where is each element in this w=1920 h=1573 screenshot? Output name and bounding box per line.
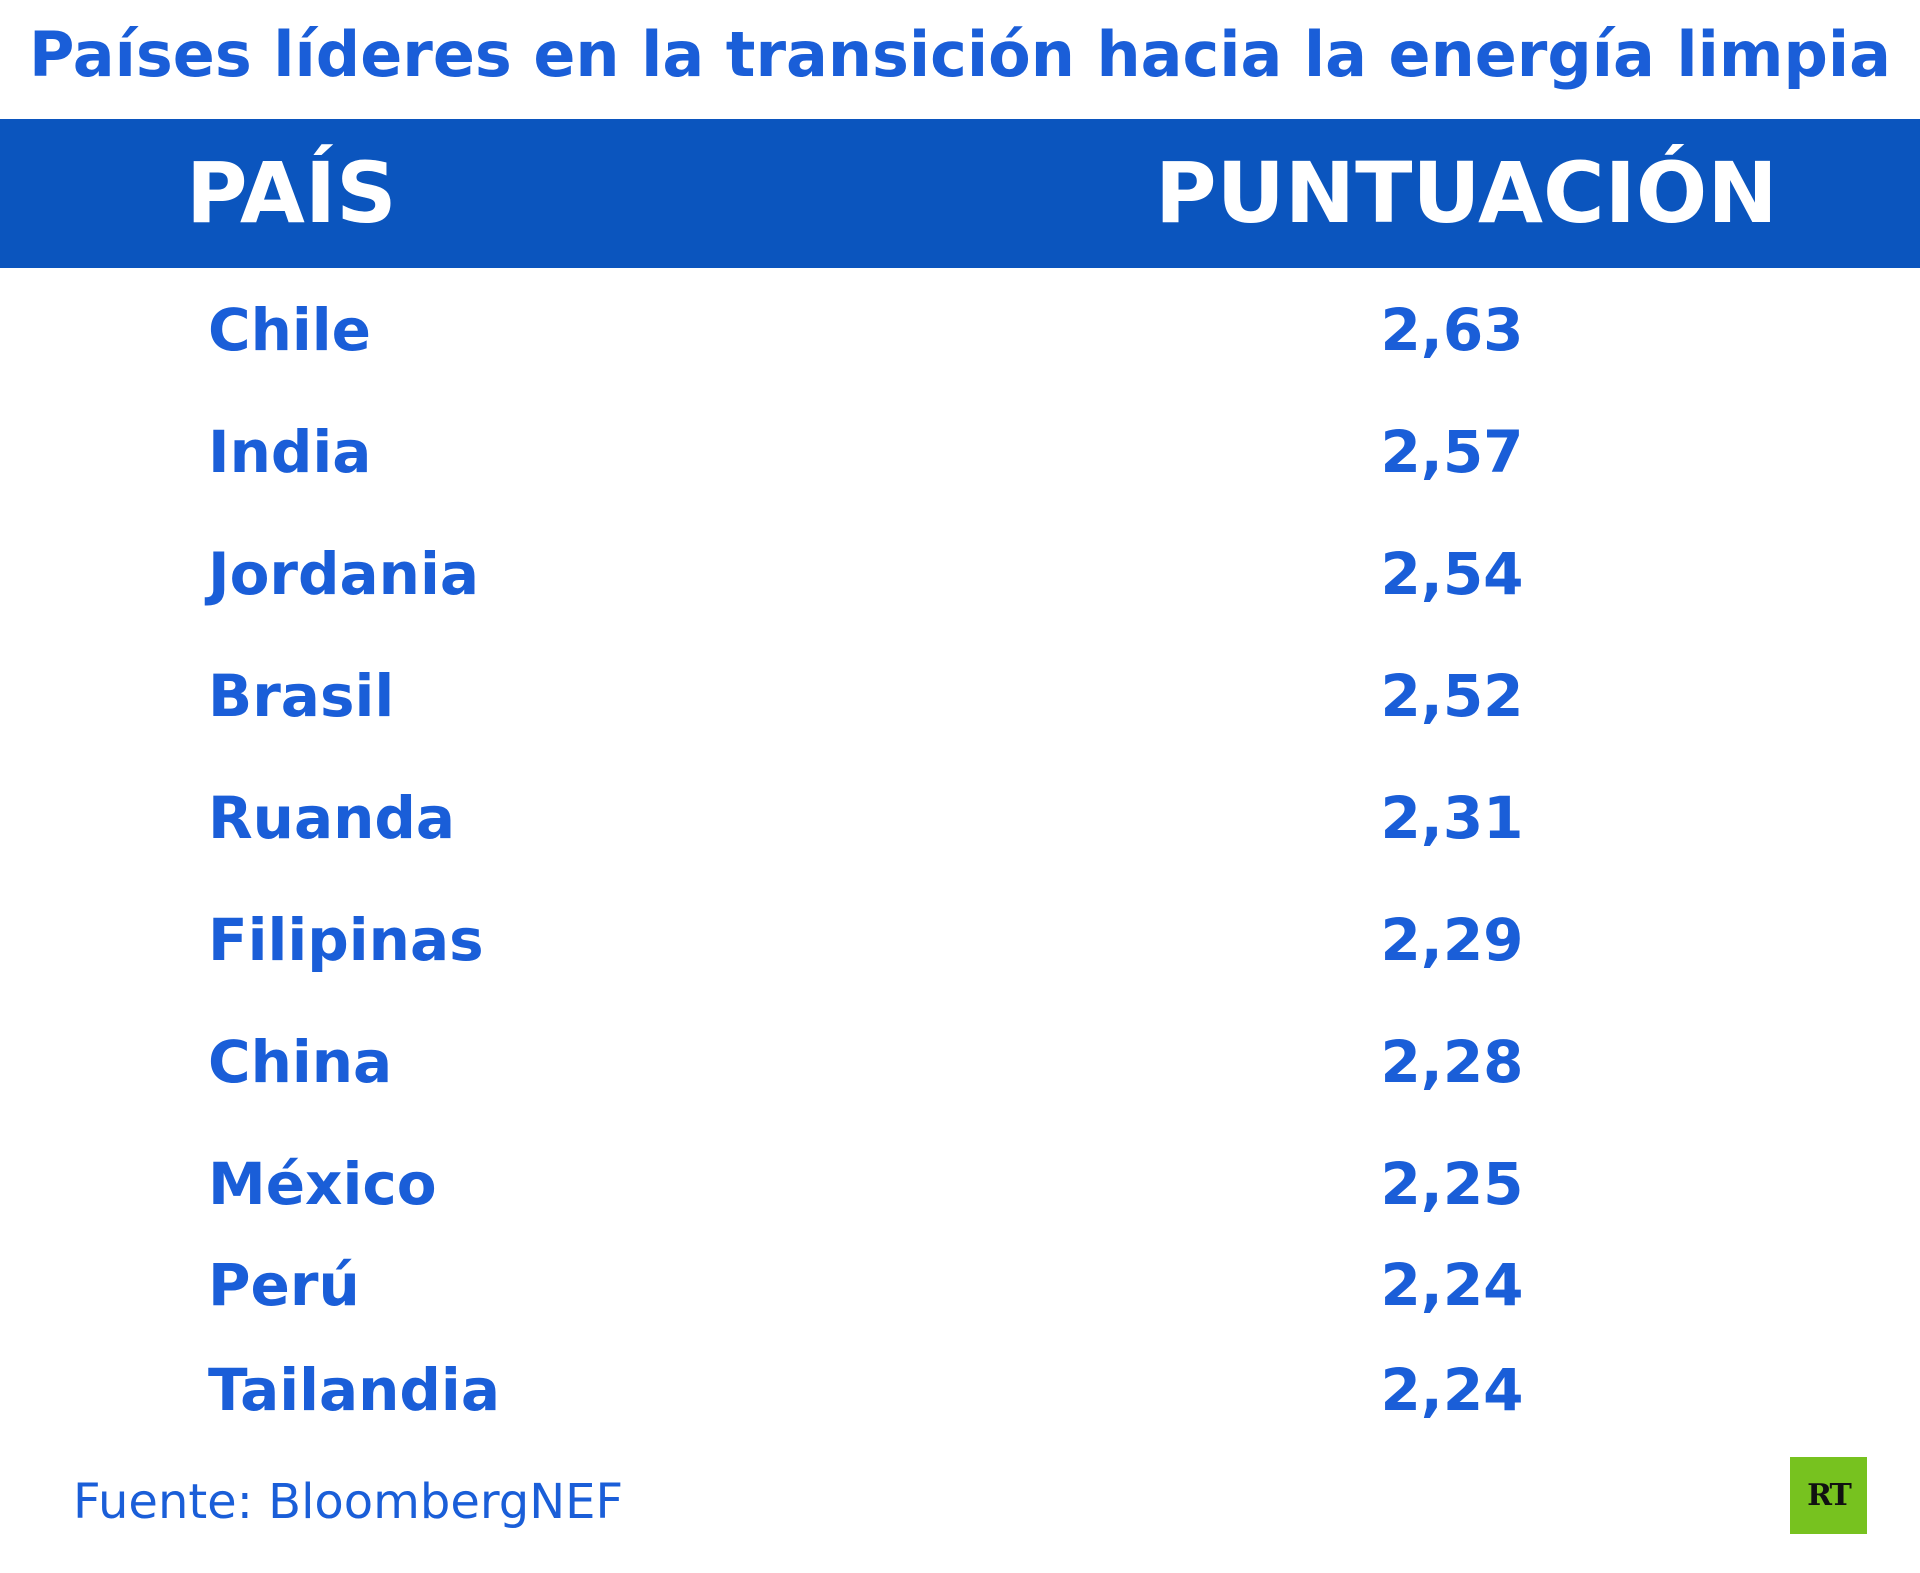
source-note: Fuente: BloombergNEF bbox=[73, 1474, 624, 1530]
score-cell: 2,52 bbox=[1380, 662, 1524, 730]
page-title: Países líderes en la transición hacia la… bbox=[29, 18, 1891, 91]
country-cell: China bbox=[208, 1028, 393, 1096]
score-cell: 2,57 bbox=[1380, 418, 1524, 486]
score-cell: 2,54 bbox=[1380, 540, 1524, 608]
country-cell: Tailandia bbox=[208, 1356, 500, 1424]
country-cell: México bbox=[208, 1150, 437, 1218]
column-header-country: PAÍS bbox=[186, 144, 397, 242]
score-cell: 2,25 bbox=[1380, 1150, 1524, 1218]
table-row: Chile 2,63 bbox=[0, 295, 1920, 365]
table-row: Brasil 2,52 bbox=[0, 661, 1920, 731]
score-cell: 2,24 bbox=[1380, 1356, 1524, 1424]
table-row: Perú 2,24 bbox=[0, 1250, 1920, 1320]
rt-logo: RT bbox=[1790, 1457, 1867, 1534]
table-header: PAÍS PUNTUACIÓN bbox=[0, 119, 1920, 268]
country-cell: India bbox=[208, 418, 372, 486]
score-cell: 2,63 bbox=[1380, 296, 1524, 364]
logo-text: RT bbox=[1807, 1478, 1852, 1513]
table-row: Jordania 2,54 bbox=[0, 539, 1920, 609]
country-cell: Filipinas bbox=[208, 906, 484, 974]
score-cell: 2,29 bbox=[1380, 906, 1524, 974]
table-row: México 2,25 bbox=[0, 1149, 1920, 1219]
column-header-score: PUNTUACIÓN bbox=[1155, 144, 1778, 242]
table-row: Ruanda 2,31 bbox=[0, 783, 1920, 853]
country-cell: Perú bbox=[208, 1251, 360, 1319]
table-row: Filipinas 2,29 bbox=[0, 905, 1920, 975]
country-cell: Ruanda bbox=[208, 784, 456, 852]
country-cell: Jordania bbox=[208, 540, 479, 608]
country-cell: Brasil bbox=[208, 662, 395, 730]
score-cell: 2,28 bbox=[1380, 1028, 1524, 1096]
country-cell: Chile bbox=[208, 296, 371, 364]
table-row: China 2,28 bbox=[0, 1027, 1920, 1097]
score-cell: 2,31 bbox=[1380, 784, 1524, 852]
table-row: Tailandia 2,24 bbox=[0, 1355, 1920, 1425]
table-row: India 2,57 bbox=[0, 417, 1920, 487]
score-cell: 2,24 bbox=[1380, 1251, 1524, 1319]
